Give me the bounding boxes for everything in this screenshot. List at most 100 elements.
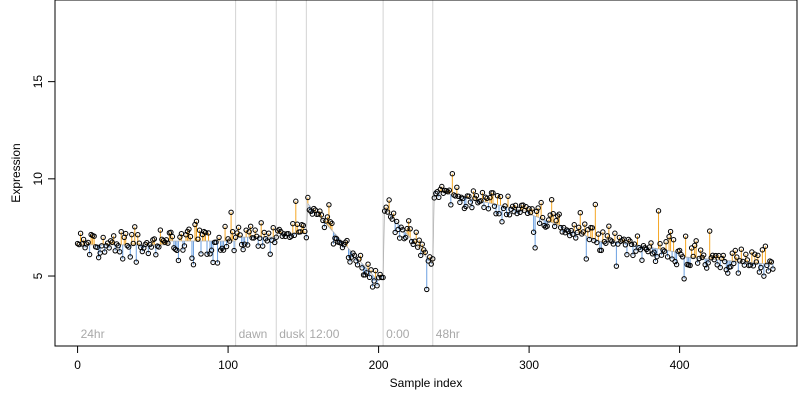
data-point: [129, 231, 135, 238]
data-point: [658, 252, 665, 258]
phase-label: 0:00: [386, 327, 410, 341]
data-point: [94, 244, 100, 251]
data-point: [624, 251, 630, 258]
data-point: [359, 265, 365, 271]
phase-label: 24hr: [81, 327, 105, 341]
data-point: [473, 193, 480, 199]
data-point: [272, 239, 278, 246]
y-axis: 5 10 15: [31, 75, 55, 279]
data-point: [571, 222, 577, 228]
x-axis: 0 100 200 300 400: [74, 345, 690, 372]
data-point: [120, 256, 126, 262]
data-point: [77, 230, 84, 237]
data-point: [235, 224, 242, 231]
data-point: [728, 263, 734, 270]
data-point: [577, 209, 583, 216]
data-point: [497, 193, 504, 200]
data-point: [583, 256, 589, 262]
data-point: [649, 251, 656, 257]
x-tick-label: 0: [74, 358, 81, 372]
data-point: [273, 234, 279, 240]
data-point: [667, 228, 674, 235]
data-point: [231, 247, 237, 254]
data-point: [86, 251, 93, 258]
data-point: [634, 233, 641, 239]
data-point: [422, 249, 428, 255]
data-point: [694, 260, 701, 266]
data-point: [306, 207, 313, 213]
data-point: [130, 240, 136, 247]
data-point: [430, 256, 436, 262]
phase-label: dusk: [279, 327, 305, 341]
data-point: [506, 212, 513, 218]
data-point: [347, 259, 353, 265]
data-point: [592, 201, 599, 208]
data-point: [538, 199, 544, 206]
data-point: [288, 233, 294, 239]
data-point: [302, 228, 308, 235]
data-point: [654, 253, 660, 260]
data-point: [390, 210, 397, 216]
data-point: [494, 193, 501, 199]
data-point: [457, 199, 463, 206]
data-point: [377, 271, 383, 278]
data-point: [670, 236, 677, 243]
data-point: [467, 199, 474, 205]
data-point: [613, 263, 620, 269]
data-point: [330, 241, 337, 247]
data-point: [536, 220, 543, 226]
data-point: [275, 228, 281, 234]
data-point: [252, 227, 258, 233]
data-point: [123, 230, 129, 237]
data-point: [470, 188, 477, 194]
data-point: [228, 209, 234, 215]
data-point: [83, 241, 90, 247]
data-point: [743, 251, 749, 258]
data-point: [339, 244, 346, 251]
y-tick-label: 5: [31, 272, 45, 279]
phase-label: 48hr: [436, 327, 460, 341]
data-point: [661, 248, 668, 254]
data-point: [604, 233, 611, 239]
data-point: [303, 234, 310, 241]
data-point: [363, 270, 370, 276]
data-point: [246, 229, 252, 235]
data-point: [551, 223, 558, 230]
data-point: [344, 237, 350, 244]
data-point: [758, 264, 764, 271]
data-point: [454, 184, 460, 190]
data-point: [428, 261, 434, 267]
data-point: [696, 255, 702, 262]
data-point: [80, 236, 87, 243]
data-point: [326, 202, 332, 208]
data-point: [240, 246, 246, 253]
data-point: [722, 258, 728, 265]
data-point: [505, 193, 511, 199]
data-point: [645, 248, 651, 255]
data-point: [156, 244, 162, 250]
data-point: [631, 241, 638, 247]
data-point: [320, 217, 326, 224]
data-point: [439, 183, 445, 190]
x-axis-title: Sample index: [390, 376, 463, 390]
data-point: [544, 223, 550, 229]
data-point: [386, 197, 392, 203]
y-tick-label: 10: [31, 172, 45, 186]
data-point: [407, 226, 413, 232]
data-point: [196, 227, 203, 233]
data-point: [237, 232, 243, 238]
data-point: [765, 268, 772, 274]
data-point: [135, 231, 141, 238]
data-point: [606, 223, 612, 229]
data-point: [515, 206, 522, 212]
data-point: [567, 232, 573, 239]
data-point: [244, 242, 251, 248]
data-point: [485, 206, 492, 212]
data-point: [409, 238, 415, 245]
data-point: [416, 237, 422, 243]
data-point: [133, 259, 139, 265]
data-point: [415, 244, 421, 250]
data-point: [732, 247, 738, 254]
